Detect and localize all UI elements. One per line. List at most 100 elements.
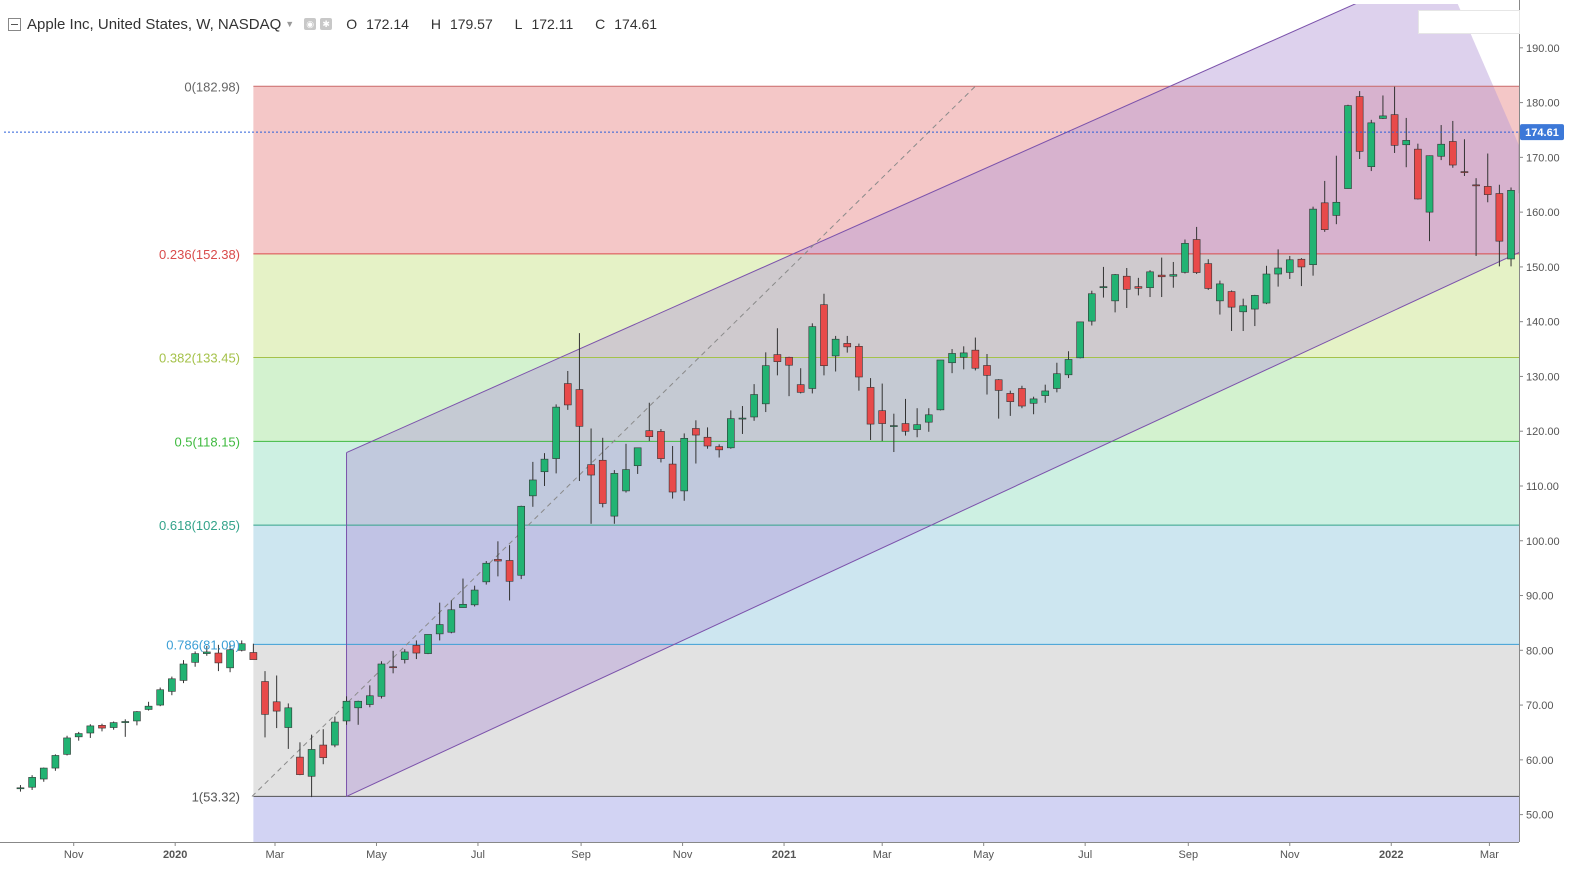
- candle: [878, 383, 887, 442]
- fib-label-0.618: 0.618(102.85): [159, 518, 240, 533]
- candle: [1111, 274, 1119, 313]
- fib-trend-line: [251, 85, 976, 797]
- candle: [750, 384, 758, 421]
- candle: [1472, 178, 1480, 256]
- candle: [1088, 290, 1096, 326]
- candle: [529, 461, 537, 507]
- candle-body: [703, 436, 712, 447]
- collapse-legend-button[interactable]: [8, 17, 21, 31]
- fib-label-0.5: 0.5(118.15): [174, 434, 240, 449]
- candle: [948, 349, 956, 374]
- candle: [1076, 321, 1084, 359]
- candle-body: [1332, 201, 1341, 216]
- candle: [1204, 259, 1213, 290]
- candle: [1041, 384, 1050, 403]
- candle: [98, 723, 106, 732]
- candle: [249, 643, 258, 660]
- candle: [855, 343, 863, 391]
- y-tick-label: 140.00: [1526, 317, 1560, 329]
- candle-body: [377, 663, 386, 697]
- fib-zone-0: [253, 86, 1519, 254]
- candle: [261, 671, 269, 738]
- candle: [482, 561, 491, 585]
- candle: [389, 650, 397, 674]
- fib-label-0.236: 0.236(152.38): [159, 247, 240, 262]
- candle-body: [307, 749, 316, 777]
- gear-icon[interactable]: ✱: [320, 18, 333, 30]
- candle-body: [1297, 258, 1306, 268]
- candle: [1402, 117, 1411, 168]
- candle: [447, 600, 456, 634]
- candle-body: [773, 354, 782, 362]
- y-tick-label: 160.00: [1526, 207, 1560, 219]
- x-tick-label: 2022: [1379, 849, 1403, 861]
- candle: [983, 353, 991, 395]
- candle-body: [913, 424, 921, 430]
- candle-body: [948, 353, 956, 364]
- candle-body: [86, 725, 95, 734]
- candle-body: [16, 787, 25, 790]
- candle: [1379, 95, 1387, 120]
- candle: [342, 696, 351, 725]
- candle-body: [202, 651, 211, 654]
- candle: [1157, 257, 1166, 298]
- candle-body: [261, 681, 269, 715]
- candle: [1006, 390, 1015, 416]
- x-tick-label: Sep: [571, 849, 591, 861]
- candle: [668, 446, 677, 499]
- candle: [505, 545, 514, 601]
- candle: [1309, 206, 1317, 276]
- candle-body: [936, 359, 945, 411]
- candle-body: [1437, 143, 1445, 157]
- candle-body: [1169, 274, 1178, 277]
- x-tick-label: Sep: [1179, 849, 1199, 861]
- candle: [296, 742, 304, 776]
- candle-body: [51, 755, 60, 769]
- candle-body: [1344, 105, 1352, 189]
- candle-body: [214, 652, 223, 664]
- candle-body: [1029, 398, 1038, 404]
- y-tick-label: 70.00: [1526, 700, 1554, 712]
- candle-body: [1285, 259, 1294, 273]
- candle: [1285, 255, 1294, 279]
- x-tick-label: Jul: [1078, 849, 1092, 861]
- candle-body: [331, 721, 339, 746]
- candle: [598, 437, 607, 508]
- parallel-channel-fill: [346, 4, 1519, 797]
- last-price-badge: [1520, 124, 1564, 141]
- candle: [727, 410, 735, 449]
- symbol-title[interactable]: Apple Inc, United States, W, NASDAQ: [27, 15, 282, 33]
- candle: [470, 585, 479, 607]
- candle-body: [866, 387, 875, 425]
- candle-body: [1425, 155, 1434, 213]
- candle: [1483, 153, 1492, 203]
- candle-body: [1402, 140, 1411, 146]
- candle: [156, 687, 165, 707]
- candle: [133, 711, 141, 726]
- x-tick-label: Mar: [873, 849, 892, 861]
- candle: [1239, 298, 1247, 331]
- candle-body: [820, 304, 828, 367]
- candle-body: [1414, 148, 1422, 200]
- y-tick-label: 100.00: [1526, 536, 1560, 548]
- x-tick-label: May: [366, 849, 387, 861]
- candle: [540, 453, 549, 486]
- candle-body: [843, 343, 852, 348]
- x-tick-label: Jul: [471, 849, 485, 861]
- chevron-down-icon[interactable]: ▼: [285, 19, 295, 29]
- indicator-input-box[interactable]: [1418, 10, 1520, 34]
- candle: [796, 368, 805, 394]
- candle-body: [1181, 243, 1189, 273]
- candle-body: [738, 417, 747, 420]
- eye-icon[interactable]: ◉: [304, 18, 317, 30]
- candle-body: [319, 744, 328, 758]
- candle-body: [39, 767, 48, 780]
- candle-body: [1227, 291, 1236, 308]
- candle: [1146, 270, 1154, 298]
- candle: [366, 685, 374, 708]
- candle-body: [1355, 96, 1364, 152]
- candle-body: [727, 418, 735, 449]
- candle-body: [598, 459, 607, 504]
- candle-body: [680, 438, 689, 492]
